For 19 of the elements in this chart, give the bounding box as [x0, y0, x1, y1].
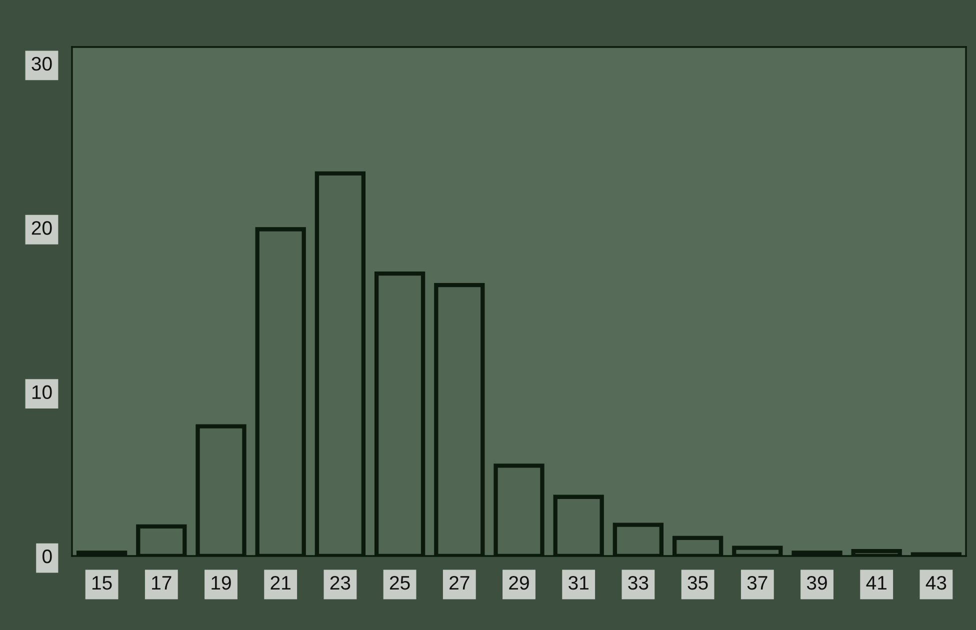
x-tick-label: 17 — [152, 576, 172, 590]
y-tick-label: 0 — [42, 549, 52, 564]
x-tick-label: 33 — [628, 576, 648, 590]
x-tick-label: 23 — [330, 576, 350, 590]
x-tick-label: 19 — [212, 576, 231, 590]
x-tick-label: 25 — [390, 576, 410, 590]
x-tick-label: 35 — [688, 576, 708, 590]
x-tick-label: 31 — [568, 576, 588, 590]
x-tick-label: 27 — [450, 576, 470, 590]
x-tick-label: 39 — [806, 576, 827, 590]
x-tick-label: 41 — [866, 576, 886, 590]
x-tick-label: 21 — [270, 576, 290, 590]
x-tick-label: 43 — [926, 576, 946, 590]
x-tick-label: 29 — [509, 576, 529, 590]
y-tick-label: 30 — [32, 56, 52, 71]
y-tick-label: 10 — [32, 385, 52, 400]
x-tick-label: 37 — [747, 576, 768, 590]
x-tick-label: 15 — [92, 576, 112, 590]
y-tick-label: 20 — [32, 221, 52, 235]
